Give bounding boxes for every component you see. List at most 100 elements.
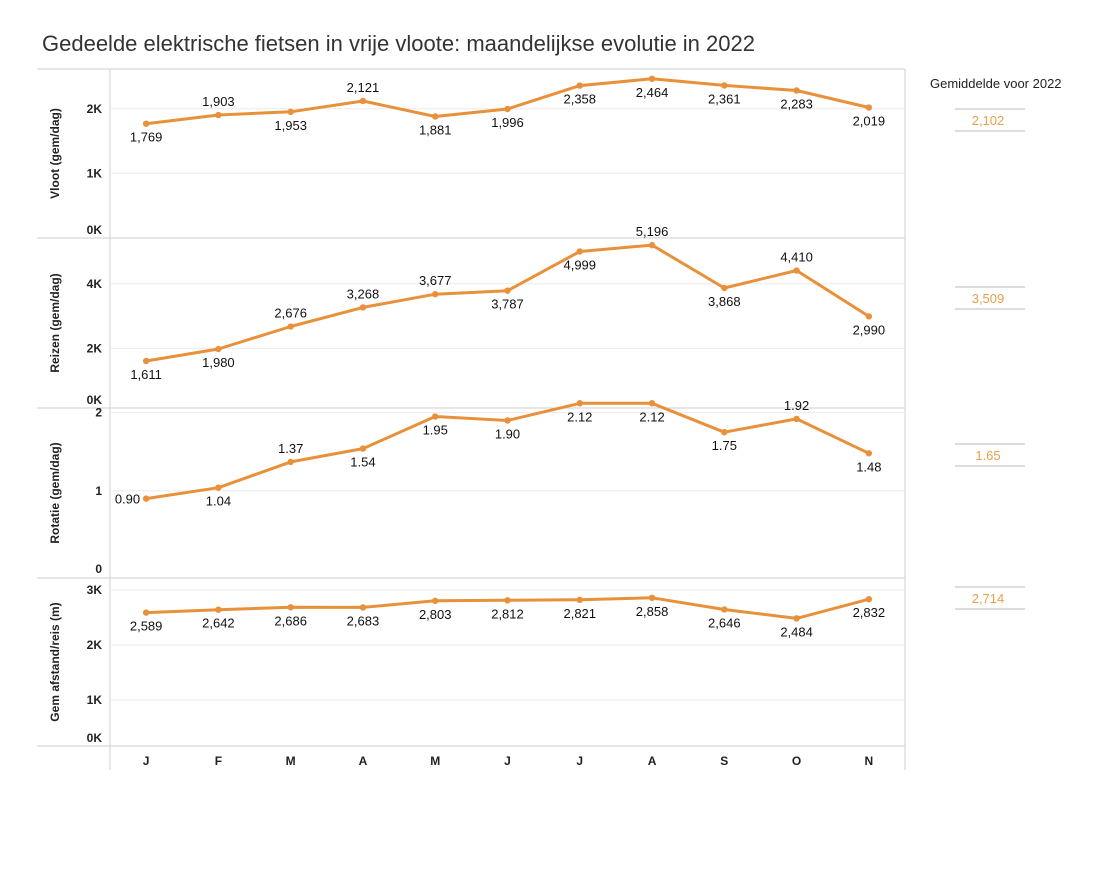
data-label: 1.37 (278, 441, 303, 456)
data-point (793, 415, 800, 423)
data-point (648, 400, 656, 407)
data-point (287, 108, 294, 116)
data-point (865, 104, 873, 111)
data-label: 3,868 (708, 294, 741, 309)
data-point (865, 450, 873, 457)
data-point (721, 428, 728, 436)
data-label: 1,769 (130, 130, 163, 145)
data-point (359, 604, 367, 611)
average-value: 3,509 (972, 291, 1005, 306)
data-label: 1,996 (491, 115, 524, 130)
y-tick-label: 0 (95, 562, 102, 576)
data-label: 1.75 (712, 438, 737, 453)
data-point (432, 113, 439, 120)
data-label: 2,821 (563, 606, 596, 621)
data-point (432, 597, 439, 605)
x-tick-label: M (286, 754, 296, 768)
y-tick-label: 3K (87, 583, 103, 597)
data-label: 1.95 (423, 423, 448, 438)
data-point (287, 458, 294, 466)
data-label: 1,611 (130, 367, 162, 382)
y-tick-label: 2K (87, 638, 103, 652)
data-label: 3,787 (491, 297, 524, 312)
data-point (287, 604, 294, 611)
y-tick-label: 0K (87, 393, 103, 407)
data-point (576, 248, 583, 255)
data-label: 2,683 (347, 613, 380, 628)
data-label: 1.48 (856, 459, 881, 474)
data-label: 4,410 (780, 250, 813, 265)
data-point (142, 609, 150, 616)
data-label: 2,832 (853, 605, 886, 620)
x-tick-label: J (504, 754, 511, 768)
data-point (576, 400, 583, 407)
data-label: 2,361 (708, 91, 741, 106)
y-axis-label: Vloot (gem/dag) (48, 108, 62, 199)
data-point (504, 417, 511, 424)
data-label: 2,642 (202, 616, 235, 631)
data-point (432, 413, 439, 420)
data-point (793, 87, 800, 94)
x-tick-label: M (430, 754, 440, 768)
data-point (359, 97, 367, 105)
data-label: 2,686 (274, 613, 307, 628)
data-point (215, 345, 222, 353)
data-label: 4,999 (563, 257, 596, 272)
data-point (215, 606, 222, 613)
data-point (865, 596, 873, 603)
data-label: 2.12 (639, 409, 664, 424)
y-axis-label: Rotatie (gem/dag) (48, 442, 62, 543)
y-tick-label: 2K (87, 341, 103, 355)
average-value: 2,102 (972, 113, 1005, 128)
data-label: 2,484 (780, 624, 813, 639)
data-label: 2,803 (419, 607, 452, 622)
data-point (648, 75, 656, 82)
data-label: 1.90 (495, 426, 520, 441)
x-tick-label: N (865, 754, 874, 768)
average-value: 1.65 (975, 448, 1000, 463)
data-point (793, 615, 800, 622)
data-point (648, 594, 656, 602)
y-tick-label: 2K (87, 102, 103, 116)
data-label: 1,881 (419, 122, 452, 137)
y-tick-label: 1K (87, 166, 103, 180)
data-point (576, 596, 583, 604)
data-label: 1,980 (202, 355, 235, 370)
x-tick-label: O (792, 754, 801, 768)
y-axis-label: Reizen (gem/dag) (48, 273, 62, 372)
data-label: 2,019 (853, 114, 886, 129)
x-tick-label: S (720, 754, 728, 768)
x-tick-label: J (576, 754, 583, 768)
data-label: 2,589 (130, 619, 163, 634)
data-label: 2,812 (491, 606, 524, 621)
x-tick-label: F (215, 754, 222, 768)
data-point (504, 597, 511, 604)
data-label: 1,953 (274, 118, 307, 133)
data-point (142, 495, 150, 502)
data-point (865, 313, 873, 320)
data-point (359, 445, 367, 452)
data-label: 2.12 (567, 409, 592, 424)
data-label: 2,676 (274, 306, 307, 321)
data-point (504, 287, 511, 294)
y-tick-label: 1 (95, 484, 102, 498)
data-label: 2,283 (780, 96, 813, 111)
data-point (215, 111, 222, 119)
data-label: 2,358 (563, 92, 596, 107)
data-point (721, 606, 728, 613)
data-label: 2,121 (347, 80, 380, 95)
data-point (648, 241, 656, 249)
data-label: 2,990 (853, 322, 886, 337)
data-point (287, 323, 294, 330)
data-point (504, 105, 511, 113)
average-value: 2,714 (972, 591, 1005, 606)
data-label: 0.90 (115, 492, 140, 507)
data-label: 1.54 (350, 455, 375, 470)
x-tick-label: A (359, 754, 368, 768)
data-label: 1.92 (784, 398, 809, 413)
data-label: 5,196 (636, 224, 669, 239)
data-label: 1,903 (202, 94, 235, 109)
y-tick-label: 0K (87, 731, 103, 745)
data-label: 3,677 (419, 273, 452, 288)
